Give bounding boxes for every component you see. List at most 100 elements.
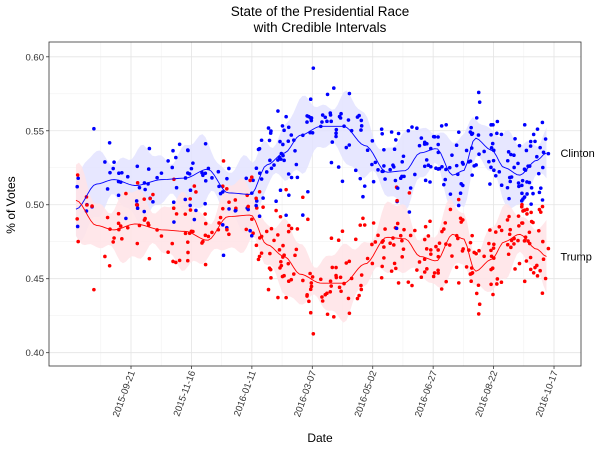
trump-poll-point	[447, 243, 452, 247]
clinton-poll-point	[330, 140, 335, 144]
clinton-poll-point	[493, 173, 498, 178]
trump-poll-point	[75, 173, 80, 177]
clinton-poll-point	[289, 175, 294, 180]
clinton-poll-point	[508, 179, 513, 184]
clinton-poll-point	[537, 190, 542, 195]
clinton-poll-point	[516, 181, 521, 185]
trump-poll-point	[307, 299, 311, 304]
trump-poll-point	[220, 206, 225, 211]
clinton-poll-point	[376, 168, 380, 172]
trump-poll-point	[292, 272, 296, 276]
trump-poll-point	[334, 275, 339, 280]
trump-poll-point	[259, 251, 264, 255]
clinton-poll-point	[92, 126, 96, 131]
clinton-poll-point	[264, 170, 269, 174]
clinton-poll-point	[308, 97, 313, 102]
trump-poll-point	[431, 274, 436, 279]
trump-poll-point	[246, 204, 251, 209]
trump-poll-point	[423, 224, 428, 229]
clinton-poll-point	[329, 160, 334, 165]
clinton-poll-point	[406, 128, 411, 133]
clinton-poll-point	[320, 113, 325, 117]
clinton-poll-point	[251, 178, 255, 183]
trump-poll-point	[439, 287, 444, 291]
trump-poll-point	[340, 229, 345, 234]
trump-poll-point	[301, 278, 305, 283]
trump-poll-point	[359, 273, 364, 277]
trump-poll-point	[394, 266, 398, 271]
trump-poll-point	[294, 247, 299, 252]
clinton-poll-point	[286, 139, 291, 143]
trump-poll-point	[171, 259, 175, 264]
trump-poll-point	[450, 254, 454, 258]
clinton-poll-point	[423, 178, 428, 183]
clinton-poll-point	[477, 152, 481, 156]
clinton-trend-line	[75, 125, 547, 210]
trump-poll-point	[398, 233, 403, 238]
trump-poll-point	[147, 256, 152, 261]
clinton-poll-point	[309, 118, 314, 123]
clinton-poll-point	[325, 119, 329, 124]
trump-poll-point	[254, 243, 259, 248]
trump-poll-point	[203, 233, 208, 238]
clinton-poll-point	[159, 171, 164, 175]
clinton-poll-point	[497, 170, 502, 174]
clinton-poll-point	[410, 125, 414, 129]
clinton-poll-point	[422, 142, 427, 146]
clinton-poll-point	[210, 176, 214, 180]
clinton-poll-point	[305, 120, 309, 124]
trump-poll-point	[185, 258, 190, 263]
clinton-poll-point	[400, 160, 405, 164]
clinton-poll-point	[174, 155, 178, 160]
x-tick-label: 2016-03-07	[292, 369, 319, 418]
trump-poll-point	[491, 292, 495, 297]
trump-poll-point	[436, 268, 440, 273]
trump-poll-point	[347, 311, 352, 316]
trump-poll-point	[495, 277, 500, 281]
x-tick-label: 2016-05-02	[353, 369, 380, 418]
clinton-poll-point	[233, 209, 238, 213]
trump-poll-point	[142, 197, 147, 201]
trump-poll-point	[148, 196, 152, 201]
trump-poll-point	[286, 261, 291, 266]
trump-poll-point	[470, 233, 474, 238]
clinton-poll-point	[194, 208, 198, 213]
trump-poll-point	[244, 227, 249, 232]
trump-poll-point	[295, 227, 300, 231]
trump-poll-point	[174, 212, 179, 216]
trump-poll-point	[293, 253, 297, 258]
clinton-poll-point	[436, 135, 440, 139]
clinton-poll-point	[469, 125, 473, 130]
trump-poll-point	[528, 255, 533, 260]
clinton-poll-point	[436, 142, 441, 147]
trump-poll-point	[249, 175, 254, 179]
clinton-poll-point	[347, 91, 352, 96]
clinton-poll-point	[276, 109, 280, 113]
clinton-poll-point	[529, 186, 534, 190]
clinton-poll-point	[522, 123, 527, 127]
clinton-poll-point	[339, 111, 343, 116]
trump-poll-point	[536, 228, 541, 233]
clinton-poll-point	[203, 171, 208, 176]
clinton-poll-point	[398, 176, 403, 181]
clinton-poll-point	[428, 180, 432, 184]
trump-poll-point	[408, 233, 413, 238]
trump-poll-point	[286, 229, 291, 234]
clinton-poll-point	[124, 216, 128, 221]
clinton-poll-point	[323, 115, 328, 120]
clinton-poll-point	[328, 111, 333, 115]
clinton-poll-point	[541, 165, 545, 170]
clinton-poll-point	[540, 198, 545, 202]
x-axis-ticks: 2015-09-21 2015-11-16 2016-01-11 2016-03-07…	[111, 366, 561, 419]
trump-poll-point	[217, 221, 221, 225]
trump-poll-point	[329, 284, 334, 288]
trump-poll-point	[365, 256, 370, 261]
trump-poll-point	[85, 203, 89, 207]
trump-poll-point	[301, 195, 305, 200]
trump-poll-point	[419, 275, 424, 280]
clinton-poll-point	[524, 148, 529, 153]
clinton-poll-point	[111, 166, 115, 171]
trump-poll-point	[509, 245, 513, 250]
clinton-poll-point	[246, 207, 251, 212]
trump-poll-point	[282, 273, 286, 278]
